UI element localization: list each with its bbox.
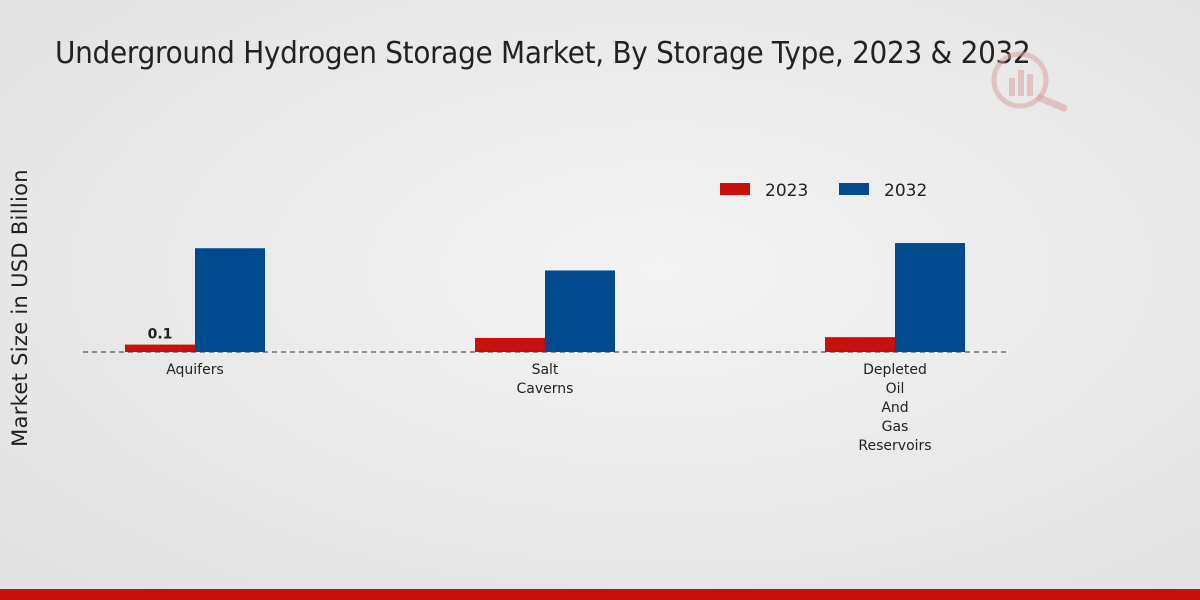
legend: 2023 2032 [720, 181, 927, 201]
chart-title: Underground Hydrogen Storage Market, By … [55, 36, 1031, 71]
x-tick-labels: Aquifers Salt Caverns Depleted Oil And Gas Rese… [166, 362, 931, 454]
x-tick-label-2-1: Oil [886, 381, 905, 397]
bar-2032-0 [195, 248, 265, 352]
data-labels: 0.1 [148, 327, 173, 343]
bar-2032-2 [895, 243, 965, 352]
legend-swatch-2023 [720, 183, 750, 195]
legend-swatch-2032 [839, 183, 869, 195]
bottom-accent-bar [0, 589, 1200, 600]
x-tick-label-2-3: Gas [882, 419, 909, 435]
bar-2023-1 [475, 337, 545, 352]
x-tick-label-0-0: Aquifers [166, 362, 224, 378]
x-tick-label-1-0: Salt [532, 362, 559, 378]
bar-2023-0 [125, 344, 195, 352]
data-label-2023-0: 0.1 [148, 327, 173, 343]
x-tick-label-2-4: Reservoirs [858, 438, 931, 454]
bar-2023-2 [825, 337, 895, 352]
bars [125, 243, 965, 352]
x-tick-label-1-1: Caverns [517, 381, 574, 397]
brand-watermark-icon [991, 51, 1068, 112]
x-tick-label-2-2: And [881, 400, 908, 416]
legend-label-2032: 2032 [884, 181, 927, 201]
bar-2032-1 [545, 270, 615, 352]
legend-label-2023: 2023 [765, 181, 808, 201]
x-tick-label-2-0: Depleted [863, 362, 927, 378]
